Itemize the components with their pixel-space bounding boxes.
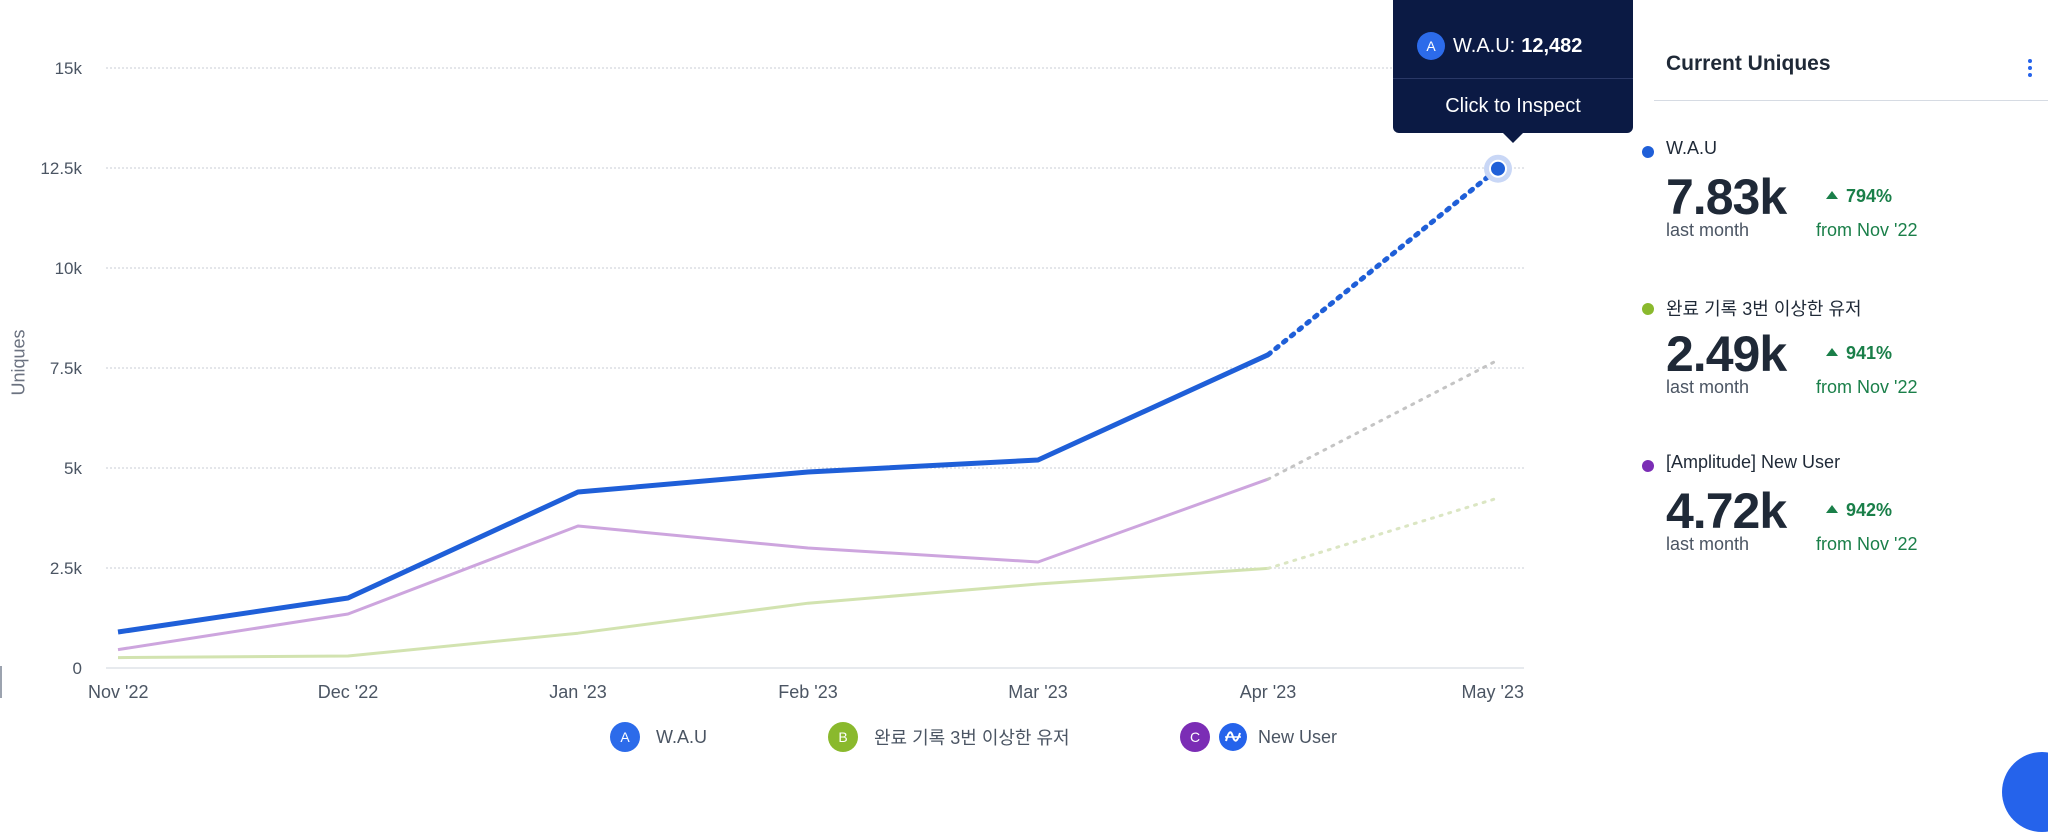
chart-legend: A W.A.U B 완료 기록 3번 이상한 유저 C New User [0,722,1530,754]
x-tick-label: Feb '23 [778,682,837,702]
series-line [117,352,1270,635]
metric-name: [Amplitude] New User [1666,452,1841,472]
tooltip-series-badge: A [1417,32,1445,60]
x-tick-label: Nov '22 [88,682,148,702]
metric-sub: last month [1666,534,1750,554]
y-axis-label: Uniques [8,329,29,396]
legend-item-c[interactable]: C New User [1180,722,1337,752]
x-tick-label: Jan '23 [549,682,606,702]
tooltip-arrow [1503,133,1523,143]
series-projection-line [1265,166,1501,358]
x-axis-ticks: Nov '22 Dec '22 Jan '23 Feb '23 Mar '23 Apr '… [88,682,1524,702]
metric-value: 2.49k [1666,326,1787,382]
legend-badge-a: A [610,722,640,752]
x-tick-label: May '23 [1462,682,1524,702]
legend-item-a[interactable]: A W.A.U [610,722,707,752]
y-tick-label: 10k [55,259,83,278]
chart-grid [106,67,1524,669]
up-arrow-icon [1826,348,1838,357]
metric-change-value: 794% [1846,186,1893,206]
x-tick-label: Apr '23 [1240,682,1296,702]
click-to-inspect-button[interactable]: Click to Inspect [1445,94,1581,117]
tooltip-row: A W.A.U: 12,482 [1393,0,1633,78]
y-tick-label: 12.5k [40,159,82,178]
series-projection-line [1266,496,1500,570]
series-line [117,566,1269,660]
series-line [117,477,1269,652]
x-tick-label: Dec '22 [318,682,378,702]
metric-from: from Nov '22 [1816,534,1918,554]
series-projection-line [1266,358,1500,481]
chart-points [1484,154,1512,183]
y-tick-label: 5k [64,459,82,478]
y-tick-label: 2.5k [50,559,83,578]
legend-item-b[interactable]: B 완료 기록 3번 이상한 유저 [828,722,1070,752]
metric-change: 942% [1826,500,1892,521]
metric-name: W.A.U [1666,138,1718,158]
metric-change-value: 941% [1846,343,1893,363]
legend-label-c: New User [1258,726,1338,747]
metric-dot [1642,303,1654,315]
metric-dot [1642,146,1654,158]
legend-badge-b: B [828,722,858,752]
chart-series [117,166,1501,660]
amplitude-logo-icon [1219,723,1247,751]
left-edge-marker [0,666,2,698]
y-axis-ticks: 0 2.5k 5k 7.5k 10k 12.5k 15k [40,59,82,678]
panel-header: Current Uniques [1654,52,2048,101]
tooltip-series-label: W.A.U: [1453,34,1516,57]
y-tick-label: 15k [55,59,83,78]
legend-label-a: W.A.U [656,726,708,747]
up-arrow-icon [1826,505,1838,514]
current-uniques-panel: Current Uniques W.A.U 7.83k last month 7… [1642,0,2048,774]
tooltip[interactable]: A W.A.U: 12,482 Click to Inspect [1393,0,1633,143]
kebab-menu-icon[interactable] [2028,56,2034,80]
metric-sub: last month [1666,220,1750,240]
metric-from: from Nov '22 [1816,220,1918,240]
hover-point [1489,159,1507,178]
metric-dot [1642,460,1654,472]
metric-value: 7.83k [1666,169,1787,225]
metric-name: 완료 기록 3번 이상한 유저 [1666,299,1862,319]
metric-wau[interactable]: W.A.U 7.83k last month 794% from Nov '22 [1642,138,2048,278]
up-arrow-icon [1826,191,1838,200]
metric-completed-3x[interactable]: 완료 기록 3번 이상한 유저 2.49k last month 941% fr… [1642,295,2048,435]
metric-change: 794% [1826,186,1892,207]
metric-change-value: 942% [1846,500,1893,520]
panel-title: Current Uniques [1666,52,1831,75]
legend-label-b: 완료 기록 3번 이상한 유저 [874,728,1070,748]
x-tick-label: Mar '23 [1008,682,1067,702]
tooltip-divider [1393,78,1633,79]
metric-change: 941% [1826,343,1892,364]
legend-badge-c: C [1180,722,1210,752]
tooltip-value: 12,482 [1521,34,1583,57]
metric-sub: last month [1666,377,1750,397]
metric-value: 4.72k [1666,483,1787,539]
metric-new-user[interactable]: [Amplitude] New User 4.72k last month 94… [1642,452,2048,592]
line-chart: 0 2.5k 5k 7.5k 10k 12.5k 15k Nov '22 Dec '22 Jan… [40,59,1524,702]
metric-from: from Nov '22 [1816,377,1918,397]
y-tick-label: 0 [73,659,82,678]
y-tick-label: 7.5k [50,359,83,378]
